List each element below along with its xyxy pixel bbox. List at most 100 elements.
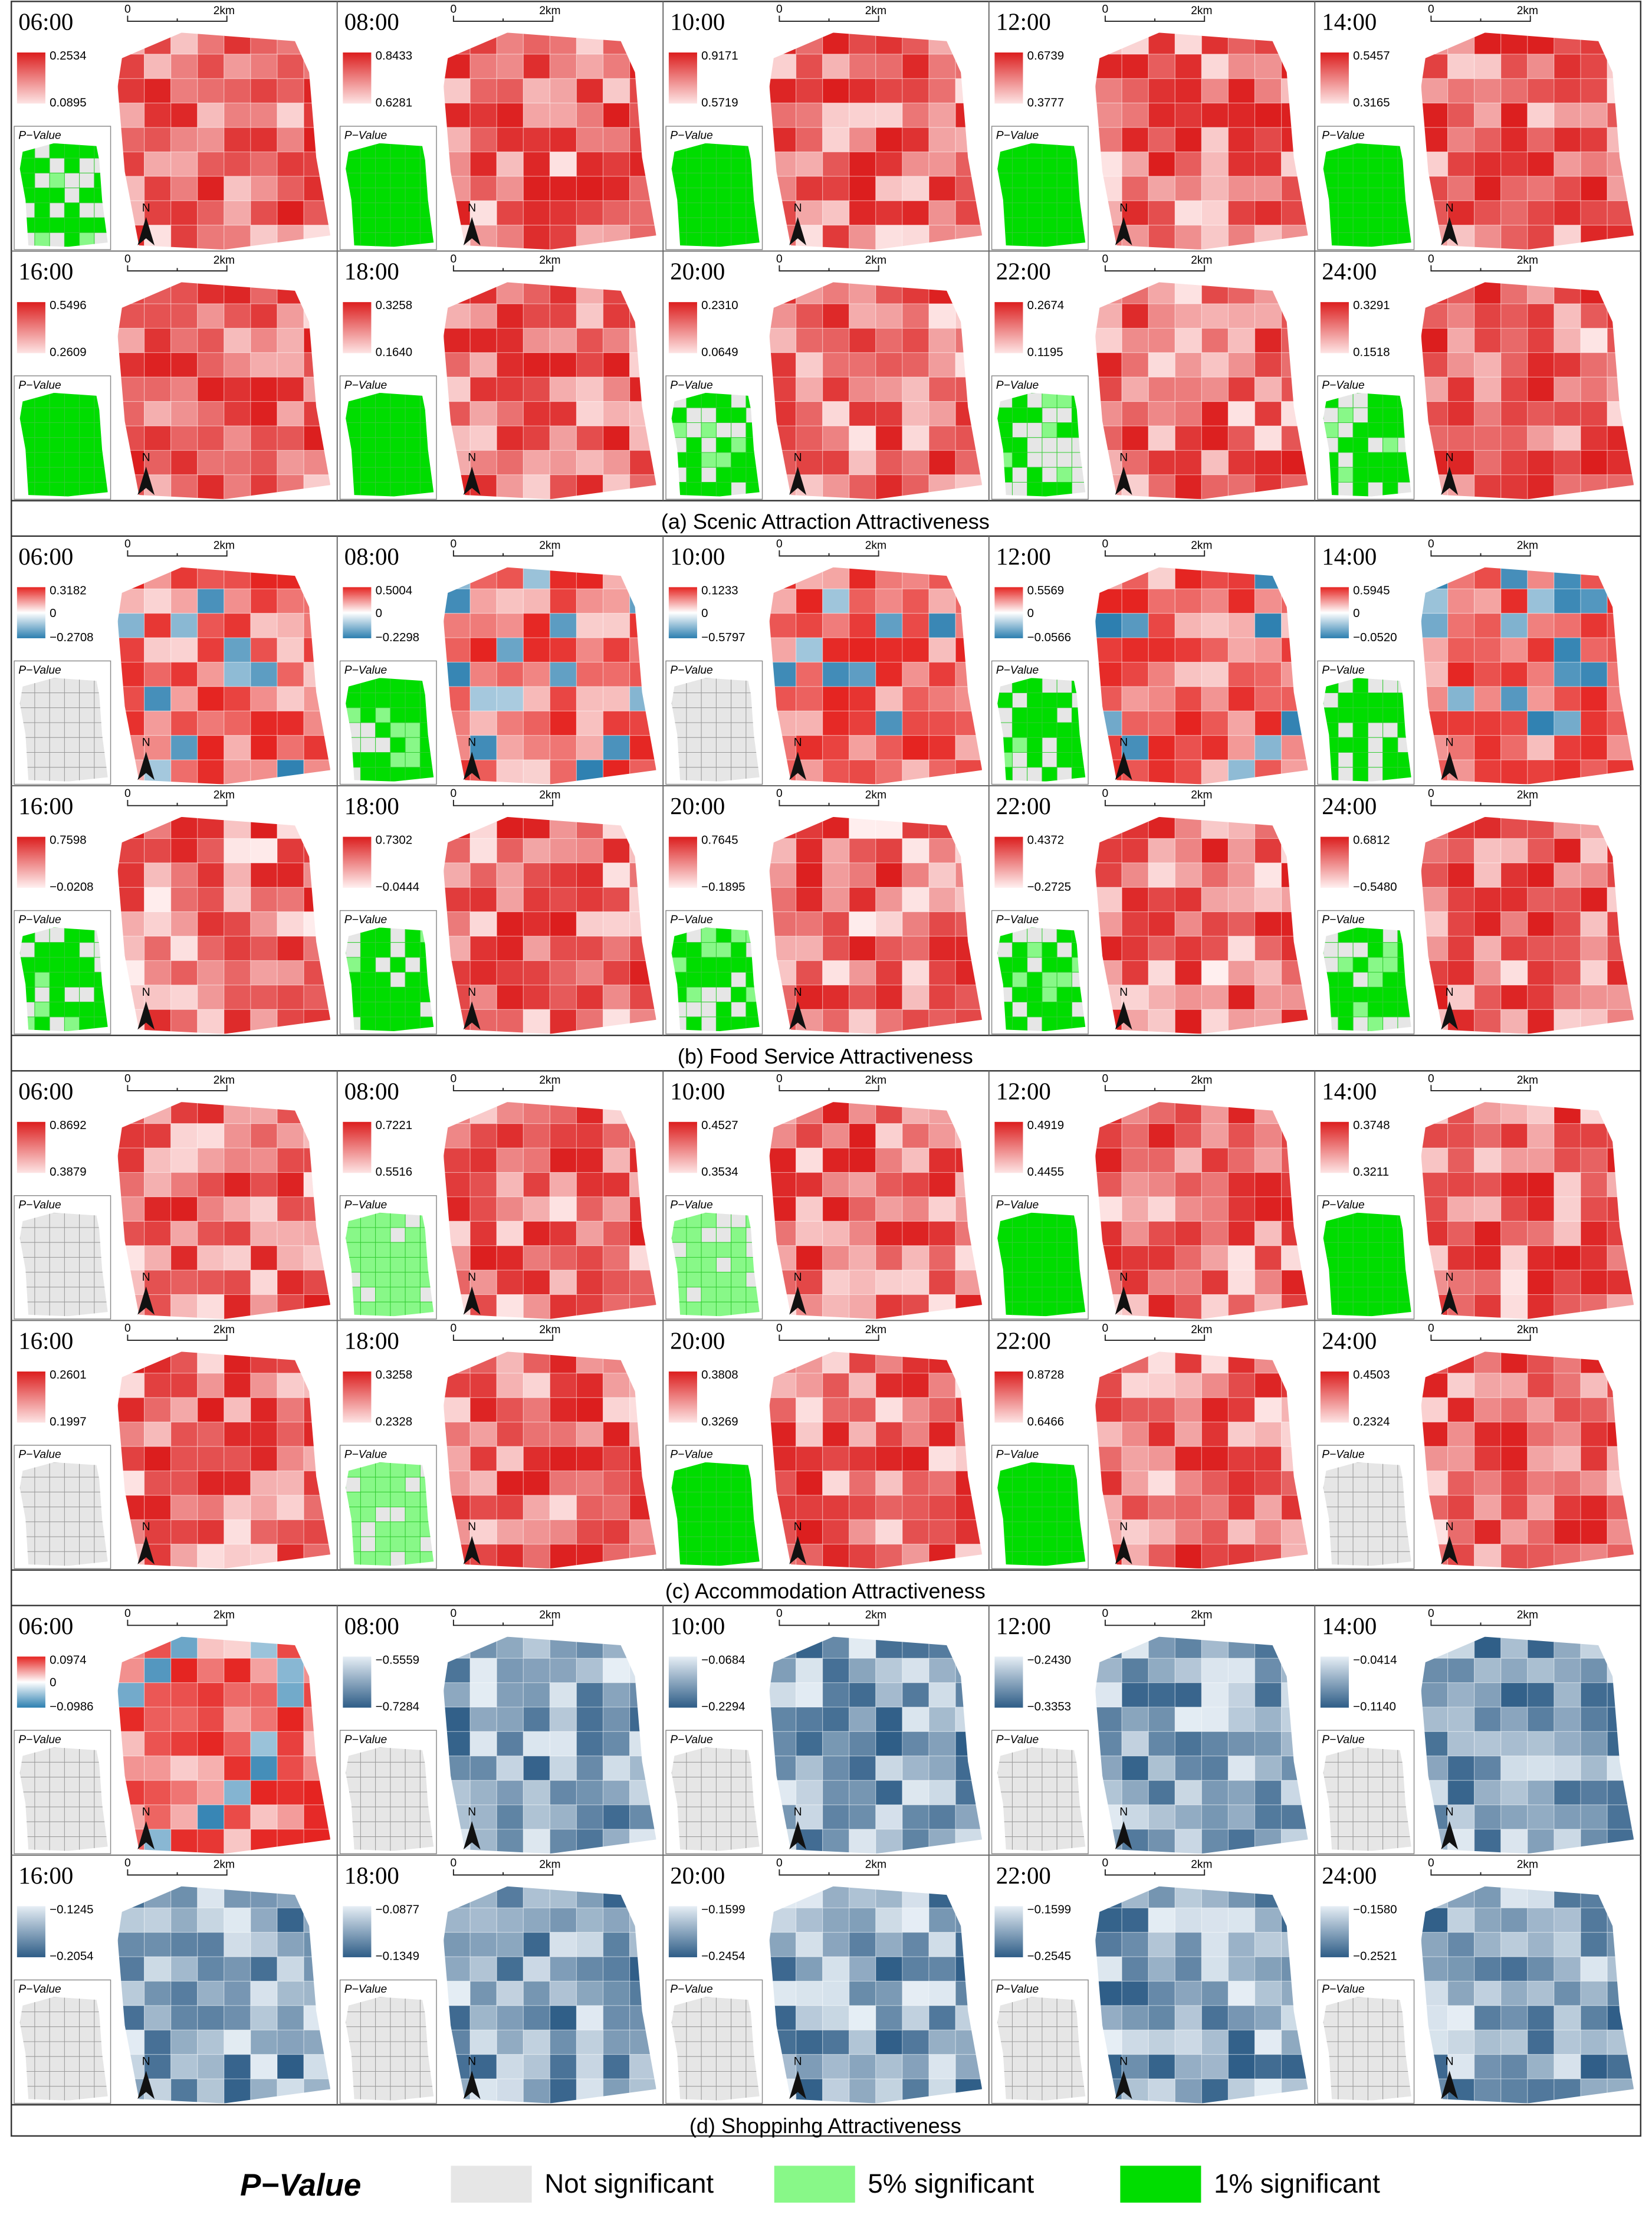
p-value-cell xyxy=(79,942,95,958)
map-cell xyxy=(523,1221,550,1246)
map-cell xyxy=(496,54,524,79)
p-value-cell xyxy=(360,1491,376,1508)
map-cell xyxy=(523,54,550,79)
p-value-cell xyxy=(1367,422,1384,438)
p-value-cell xyxy=(1042,393,1057,408)
time-label: 16:00 xyxy=(18,1328,73,1354)
p-value-cell xyxy=(390,722,406,738)
scale-end: 2km xyxy=(1191,539,1212,552)
map-cell xyxy=(1095,78,1122,104)
map-cell xyxy=(1474,225,1502,250)
p-value-cell xyxy=(1011,767,1028,782)
map-cell xyxy=(277,1269,304,1295)
map-cell xyxy=(496,759,524,785)
map-cell xyxy=(1580,54,1608,79)
map-cell xyxy=(849,1756,876,1781)
map-cell xyxy=(549,327,577,353)
map-cell xyxy=(1254,1756,1282,1781)
map-cell xyxy=(444,303,471,329)
map-cell xyxy=(875,200,903,226)
p-value-cell xyxy=(1367,737,1384,753)
p-value-cell xyxy=(34,1227,50,1243)
p-value-cell xyxy=(19,1477,35,1492)
map-cell xyxy=(1121,1470,1149,1496)
map-cell xyxy=(117,637,145,663)
map-cell xyxy=(469,401,497,426)
p-value-cell xyxy=(1352,1301,1368,1317)
map-cell xyxy=(1474,936,1502,962)
map-cell xyxy=(1254,1731,1282,1757)
scale-end: 2km xyxy=(214,539,235,552)
color-ramp xyxy=(668,836,697,888)
map-cell xyxy=(1500,1658,1528,1684)
map-cell xyxy=(224,1397,251,1423)
p-value-cell xyxy=(64,1536,80,1552)
map-cell xyxy=(796,1196,823,1222)
map-cell xyxy=(928,960,956,986)
p-value-cell xyxy=(1011,2026,1028,2042)
p-value-cell xyxy=(49,1256,65,1273)
p-value-cell xyxy=(1056,2012,1072,2027)
map-cell xyxy=(849,200,876,226)
map-cell xyxy=(928,1373,956,1398)
legend-min: 0.3211 xyxy=(1353,1166,1389,1179)
scale-bar xyxy=(1430,1619,1531,1626)
p-value-cell xyxy=(1056,407,1072,423)
map-cell xyxy=(849,1009,876,1034)
map-cell xyxy=(1527,401,1555,426)
p-value-label: P−Value xyxy=(996,664,1039,677)
map-cell xyxy=(277,887,304,913)
map-cell xyxy=(250,960,278,986)
p-value-cell xyxy=(1338,437,1354,453)
p-value-cell xyxy=(34,2026,50,2042)
p-value-cell xyxy=(64,1507,80,1523)
map-cell xyxy=(602,1658,630,1684)
north-arrow xyxy=(137,1286,155,1315)
map-cell xyxy=(1500,838,1528,864)
p-value-cell xyxy=(1367,1212,1384,1228)
p-value-cell xyxy=(1338,1256,1354,1273)
map-cell xyxy=(224,1123,251,1149)
map-cell xyxy=(1201,352,1229,378)
p-value-cell xyxy=(49,2056,65,2072)
map-cell xyxy=(602,127,630,153)
map-cell xyxy=(1174,735,1202,760)
p-value-cell xyxy=(715,1507,732,1523)
p-value-cell xyxy=(686,158,702,173)
map-cell xyxy=(1148,838,1175,864)
map-cell xyxy=(197,1544,225,1569)
p-value-cell xyxy=(34,2086,50,2101)
map-cell xyxy=(602,1397,630,1423)
map-cell xyxy=(469,1956,497,1982)
p-value-cell xyxy=(715,1521,732,1537)
map-cell xyxy=(1227,1373,1256,1398)
map-cell xyxy=(469,78,497,104)
map-cell xyxy=(875,985,903,1010)
north-label: N xyxy=(142,1271,150,1284)
map-cell xyxy=(277,1805,304,1830)
legend-max: 0.2534 xyxy=(50,50,86,63)
map-cell xyxy=(796,1397,823,1423)
p-value-cell xyxy=(360,972,376,987)
map-cell xyxy=(1254,1980,1282,2006)
north-arrow xyxy=(137,2071,155,2099)
map-cell xyxy=(1174,1544,1202,1569)
scale-start: 0 xyxy=(124,1857,131,1869)
map-cell xyxy=(250,911,278,937)
map-cell xyxy=(1500,567,1528,589)
map-cell xyxy=(549,1245,577,1271)
map-cell xyxy=(197,151,225,177)
map-cell xyxy=(523,1956,550,1982)
map-cell xyxy=(197,376,225,402)
map-cell xyxy=(1554,735,1581,760)
p-value-cell xyxy=(390,927,406,943)
map-cell xyxy=(1174,303,1202,329)
p-value-cell xyxy=(715,927,732,943)
map-cell xyxy=(1474,78,1502,104)
map-cell xyxy=(496,425,524,451)
map-cell xyxy=(277,588,304,614)
map-cell xyxy=(523,613,550,638)
p-value-cell xyxy=(1011,1521,1028,1537)
p-value-cell xyxy=(1027,467,1043,483)
p-value-cell xyxy=(1011,693,1028,708)
